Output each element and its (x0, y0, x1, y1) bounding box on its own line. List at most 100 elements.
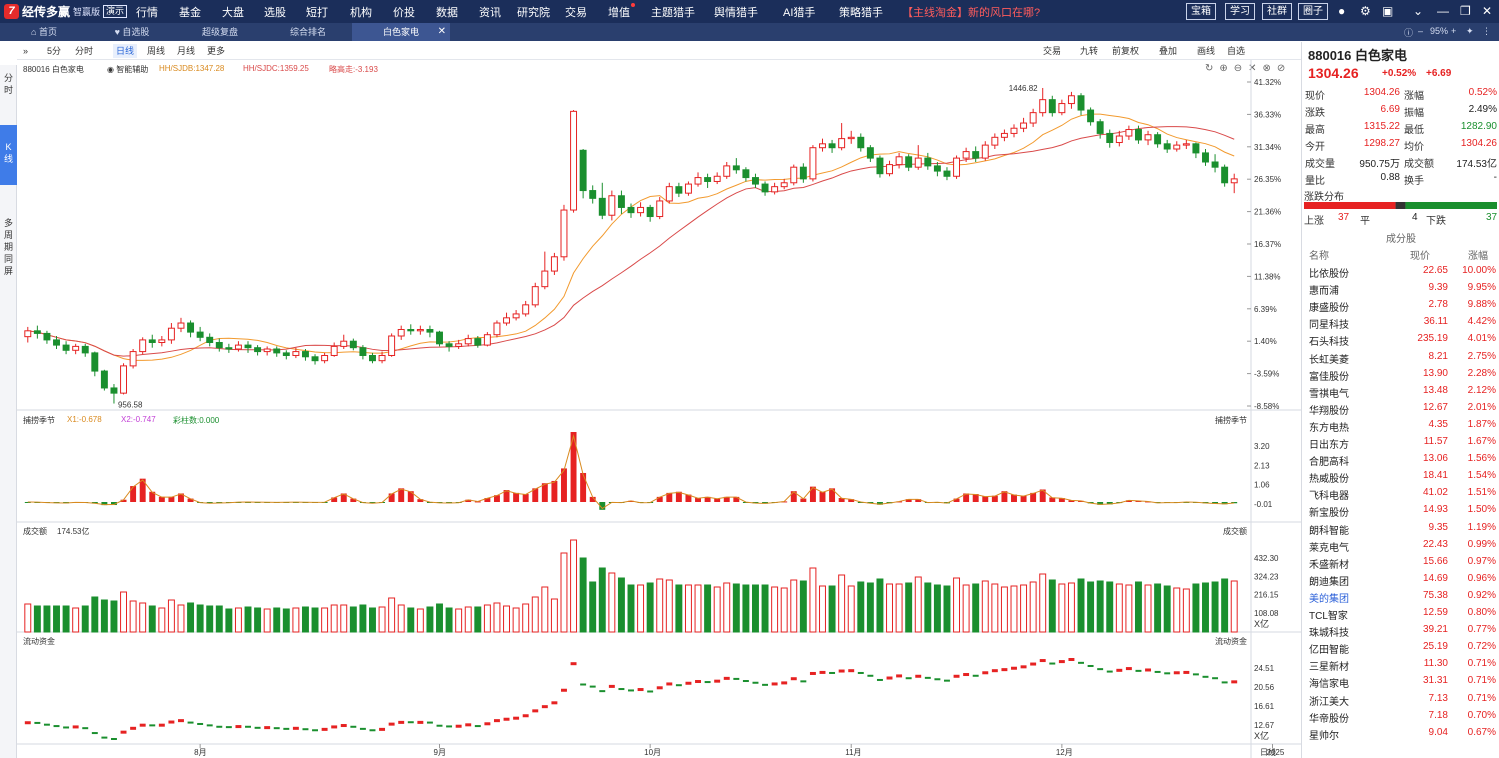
list-item[interactable]: 华翔股份 12.67 2.01% (1302, 399, 1499, 417)
list-item[interactable]: 东方电热 4.35 1.87% (1302, 416, 1499, 434)
expand-icon[interactable]: » (23, 46, 29, 56)
nav-item-12[interactable]: 主题猎手 (651, 7, 695, 19)
list-item[interactable]: 飞科电器 41.02 1.51% (1302, 484, 1499, 502)
list-item[interactable]: 日出东方 11.57 1.67% (1302, 433, 1499, 451)
chevron-down-icon[interactable]: ⌄ (1413, 4, 1424, 18)
sidebar-tab-intraday[interactable]: 分时 (3, 73, 13, 95)
tool-button-4[interactable]: 画线 (1197, 46, 1216, 56)
nav-item-7[interactable]: 数据 (436, 7, 458, 19)
nav-item-14[interactable]: AI猎手 (783, 7, 816, 19)
close-icon[interactable]: ✕ (1482, 4, 1493, 18)
more-icon[interactable]: ⋮ (1482, 26, 1491, 36)
tool-button-3[interactable]: 叠加 (1159, 46, 1178, 56)
list-item[interactable]: 惠而浦 9.39 9.95% (1302, 279, 1499, 297)
nav-item-6[interactable]: 价投 (393, 7, 415, 19)
nav-item-13[interactable]: 舆情猎手 (714, 7, 758, 19)
list-item[interactable]: 朗迪集团 14.69 0.96% (1302, 570, 1499, 588)
list-item[interactable]: 亿田智能 25.19 0.72% (1302, 638, 1499, 656)
nav-item-4[interactable]: 短打 (306, 7, 328, 19)
gear-icon[interactable]: ⚙ (1360, 4, 1371, 18)
nav-item-15[interactable]: 策略猎手 (839, 7, 883, 19)
zoom-minus-icon[interactable]: – (1418, 26, 1424, 36)
pin-icon[interactable]: ✦ (1466, 26, 1474, 36)
volume-bar (1029, 581, 1037, 633)
tool-button-0[interactable]: 交易 (1043, 46, 1062, 56)
period-button-4[interactable]: 月线 (177, 46, 196, 56)
zoom-plus-icon[interactable]: + (1451, 26, 1457, 36)
list-item[interactable]: 雪祺电气 13.48 2.12% (1302, 382, 1499, 400)
period-button-0[interactable]: 5分 (47, 46, 62, 56)
list-item[interactable]: 美的集团 75.38 0.92% (1302, 587, 1499, 605)
list-item[interactable]: 热威股份 18.41 1.54% (1302, 467, 1499, 485)
list-item[interactable]: 康盛股份 2.78 9.88% (1302, 296, 1499, 314)
list-item[interactable]: 同星科技 36.11 4.42% (1302, 313, 1499, 331)
user-icon[interactable]: ● (1338, 4, 1346, 18)
list-item[interactable]: 海信家电 31.31 0.71% (1302, 672, 1499, 690)
top-button-0[interactable]: 宝箱 (1186, 3, 1216, 20)
flow-mark (513, 716, 520, 720)
tab-watchlist[interactable]: ♥ 自选股 (114, 27, 150, 37)
nav-item-0[interactable]: 行情 (136, 7, 158, 19)
list-item[interactable]: 珠城科技 39.21 0.77% (1302, 621, 1499, 639)
list-item[interactable]: 新宝股份 14.93 1.50% (1302, 501, 1499, 519)
minimize-icon[interactable]: — (1437, 4, 1449, 18)
nav-item-1[interactable]: 基金 (179, 7, 201, 19)
volume-bar (81, 605, 89, 633)
col-name[interactable]: 名称 (1309, 251, 1329, 262)
list-item[interactable]: 石头科技 235.19 4.01% (1302, 330, 1499, 348)
candle (962, 151, 970, 159)
nav-item-8[interactable]: 资讯 (479, 7, 501, 19)
list-item[interactable]: 比依股份 22.65 10.00% (1302, 262, 1499, 280)
chart-controls[interactable]: ↻⊕⊖✕⊗⊘ (1205, 63, 1292, 74)
info-icon[interactable]: ⓘ (1404, 28, 1414, 38)
nav-item-3[interactable]: 选股 (264, 7, 286, 19)
nav-item-11[interactable]: 增值 (608, 7, 630, 19)
col-price[interactable]: 现价 (1410, 251, 1430, 262)
tool-button-1[interactable]: 九转 (1080, 46, 1099, 56)
nav-item-5[interactable]: 机构 (350, 7, 372, 19)
close-icon[interactable]: ✕ (437, 26, 446, 37)
ind1-right-label[interactable]: 捕捞季节 (1215, 416, 1247, 425)
kline-chart-area[interactable]: 880016 白色家电 ◉ 智能辅助 HH/SJDB:1347.28 HH/SJ… (17, 60, 1301, 758)
tab-review[interactable]: 超级复盘 (201, 27, 238, 37)
volume-right-label[interactable]: 成交额 (1223, 527, 1247, 536)
list-item[interactable]: 三星新材 11.30 0.71% (1302, 655, 1499, 673)
list-item[interactable]: 朗科智能 9.35 1.19% (1302, 519, 1499, 537)
list-item[interactable]: 华帝股份 7.18 0.70% (1302, 707, 1499, 725)
window-icon[interactable]: ▣ (1382, 4, 1394, 18)
nav-item-10[interactable]: 交易 (565, 7, 587, 19)
smart-assist-toggle[interactable]: ◉ 智能辅助 (107, 65, 149, 74)
top-button-2[interactable]: 社群 (1262, 3, 1292, 20)
period-label[interactable]: 日线 (1260, 747, 1276, 757)
tab-white-goods[interactable]: 白色家电 ✕ (352, 23, 450, 41)
candle (742, 169, 750, 179)
nav-item-2[interactable]: 大盘 (222, 7, 244, 19)
period-button-1[interactable]: 分时 (75, 46, 94, 56)
period-button-2[interactable]: 日线 (113, 44, 138, 58)
list-item[interactable]: 浙江美大 7.13 0.71% (1302, 690, 1499, 708)
period-button-3[interactable]: 周线 (147, 46, 166, 56)
period-button-5[interactable]: 更多 (207, 46, 226, 56)
flow-mark (599, 690, 606, 693)
tool-button-2[interactable]: 前复权 (1112, 46, 1140, 56)
tab-home[interactable]: ⌂ 首页 (31, 27, 57, 37)
list-item[interactable]: 长虹美菱 8.21 2.75% (1302, 348, 1499, 366)
col-pct[interactable]: 涨幅 (1468, 251, 1488, 262)
demo-badge[interactable]: 演示 (103, 5, 128, 18)
sidebar-tab-kline[interactable]: K线 (0, 125, 17, 185)
list-item[interactable]: 富佳股份 13.90 2.28% (1302, 365, 1499, 383)
nav-item-9[interactable]: 研究院 (517, 7, 550, 19)
list-item[interactable]: 禾盛新材 15.66 0.97% (1302, 553, 1499, 571)
list-item[interactable]: TCL智家 12.59 0.80% (1302, 604, 1499, 622)
tool-button-5[interactable]: 自选 (1227, 46, 1246, 56)
flow-right-label[interactable]: 流动资金 (1215, 637, 1247, 646)
promo-link[interactable]: 【主线淘金】新的风口在哪? (902, 7, 1041, 19)
list-item[interactable]: 星帅尔 9.04 0.67% (1302, 724, 1499, 742)
restore-icon[interactable]: ❐ (1460, 4, 1471, 18)
list-item[interactable]: 莱克电气 22.43 0.99% (1302, 536, 1499, 554)
top-button-3[interactable]: 圈子 (1298, 3, 1328, 20)
top-button-1[interactable]: 学习 (1225, 3, 1255, 20)
list-item[interactable]: 合肥高科 13.06 1.56% (1302, 450, 1499, 468)
tab-ranking[interactable]: 综合排名 (289, 27, 326, 37)
sidebar-tab-multi-period[interactable]: 多周期同屏 (3, 218, 13, 276)
